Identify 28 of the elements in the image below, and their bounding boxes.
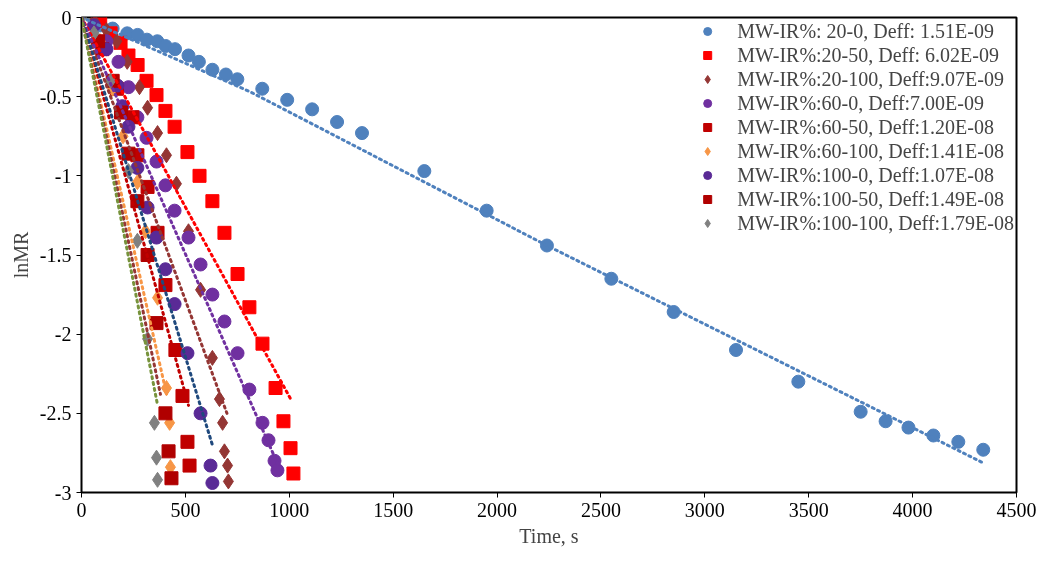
x-tick-label: 1500 [373,498,414,521]
x-tick-label: 1000 [269,498,310,521]
y-tick-label: -2.5 [39,402,72,425]
legend-label: MW-IR%:60-50, Deff:1.20E-08 [737,115,994,139]
legend-label: MW-IR%:100-50, Deff:1.49E-08 [737,187,1004,211]
x-tick-label: 3500 [788,498,829,521]
y-tick-label: -3 [54,481,72,504]
legend-label: MW-IR%:100-0, Deff:1.07E-08 [737,163,994,187]
legend-label: MW-IR%:60-0, Deff:7.00E-09 [737,91,984,115]
y-tick-label: -2 [54,323,72,346]
legend-label: MW-IR%:20-50, Deff: 6.02E-09 [737,43,999,67]
x-tick-label: 2000 [477,498,518,521]
y-axis-title: lnMR [9,231,32,279]
x-tick-label: 2500 [580,498,621,521]
legend-label: MW-IR%:100-100, Deff:1.79E-08 [737,211,1014,235]
y-tick-label: -1.5 [39,244,72,266]
legend-label: MW-IR%:60-100, Deff:1.41E-08 [737,139,1004,163]
y-tick-label: -0.5 [39,85,72,108]
x-tick-label: 4000 [892,498,933,521]
x-axis-title: Time, s [519,524,579,547]
legend-label: MW-IR%: 20-0, Deff: 1.51E-09 [737,19,994,43]
x-tick-label: 3000 [684,498,725,521]
x-tick-label: 500 [170,498,201,521]
y-tick-label: -1 [54,164,72,187]
y-tick-label: 0 [61,6,72,29]
x-tick-label: 0 [76,498,87,521]
x-tick-label: 4500 [996,498,1037,521]
legend-label: MW-IR%:20-100, Deff:9.07E-09 [737,67,1004,91]
